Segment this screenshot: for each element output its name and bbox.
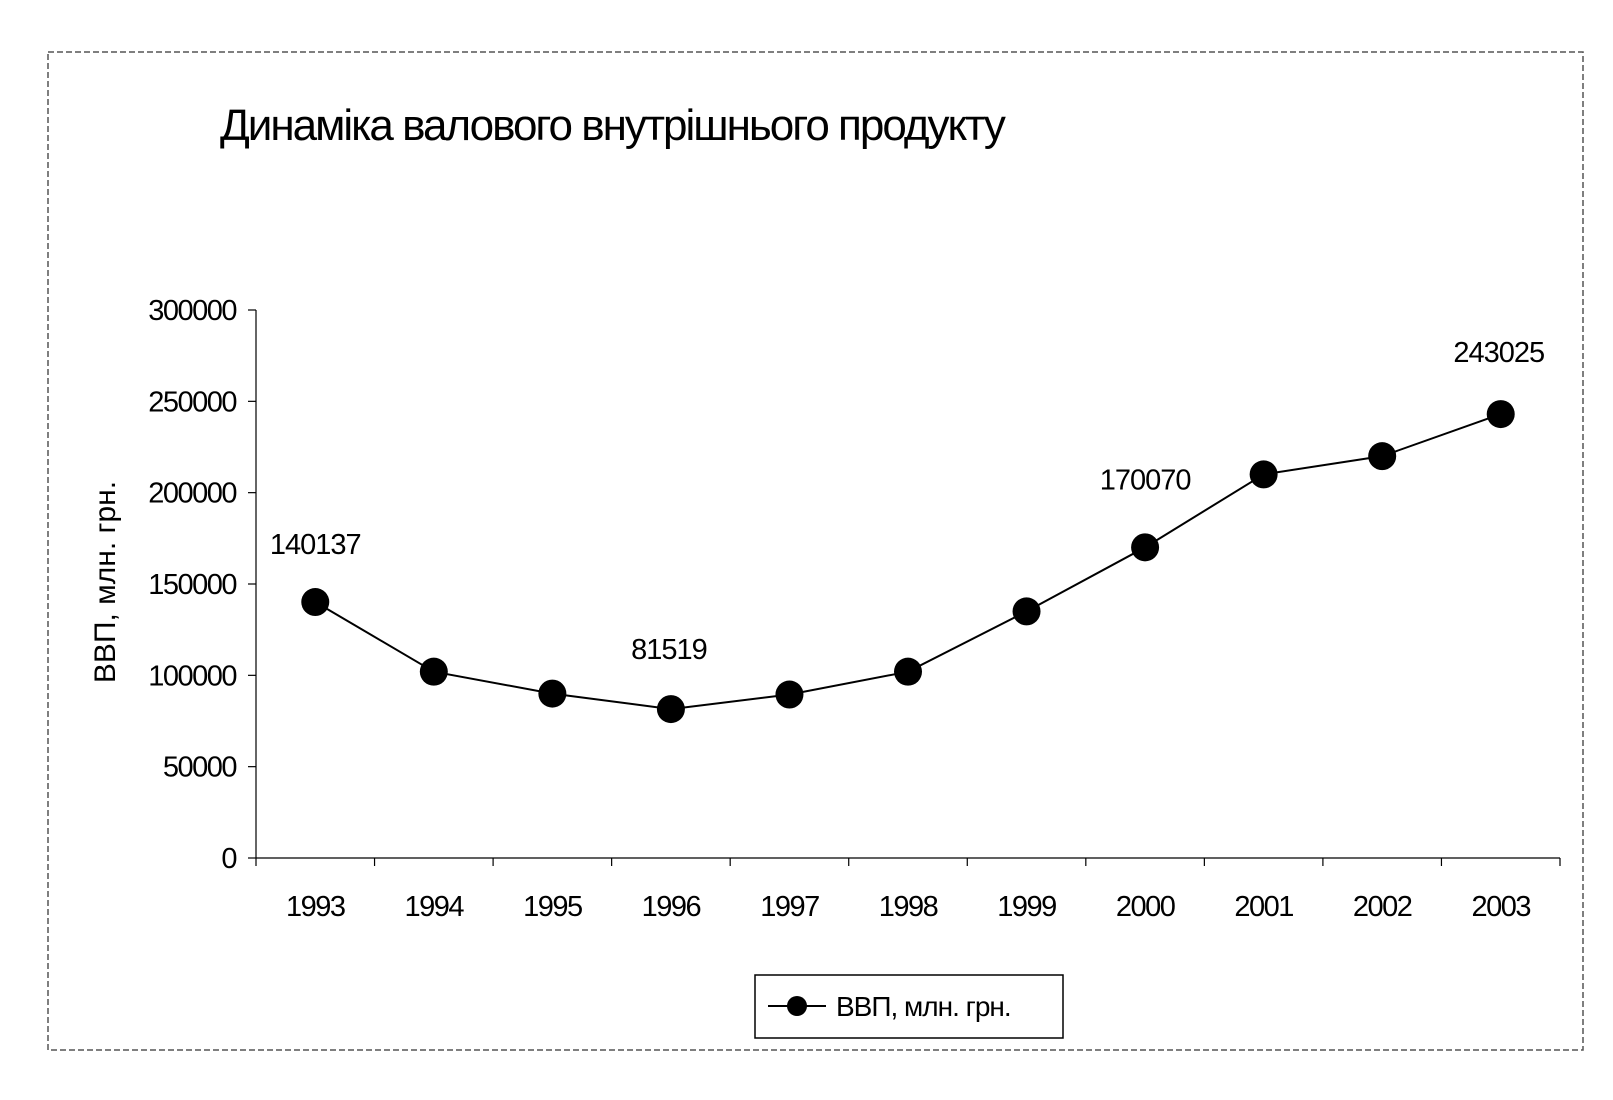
data-point-1995 xyxy=(538,679,567,708)
y-tick-label: 250000 xyxy=(148,386,236,418)
data-labels: 140137 81519 170070 243025 xyxy=(270,337,1545,666)
y-axis-title: ВВП, млн. грн. xyxy=(89,481,122,683)
data-label-2003: 243025 xyxy=(1453,337,1544,369)
data-point-1994 xyxy=(419,657,448,686)
data-point-2001 xyxy=(1249,460,1278,489)
x-tick-label: 2002 xyxy=(1353,891,1412,923)
x-tick-label: 2003 xyxy=(1471,891,1530,923)
y-tick-label: 50000 xyxy=(163,752,237,784)
data-label-1996: 81519 xyxy=(631,634,707,666)
legend: ВВП, млн. грн. xyxy=(754,974,1064,1039)
data-point-1996 xyxy=(656,695,685,724)
y-tick-label: 200000 xyxy=(148,478,236,510)
x-axis-ticks: 1993 1994 1995 1996 1997 1998 1999 2000 2001 2002… xyxy=(255,858,1561,923)
x-tick-label: 1997 xyxy=(760,891,819,923)
x-tick-label: 1994 xyxy=(405,891,465,923)
x-tick-label: 1999 xyxy=(997,891,1056,923)
y-tick-label: 100000 xyxy=(148,660,236,692)
data-point-1999 xyxy=(1012,597,1041,626)
x-tick-label: 1996 xyxy=(642,891,701,923)
data-point-1997 xyxy=(775,680,804,709)
data-point-2002 xyxy=(1368,442,1397,471)
chart-frame xyxy=(47,51,1584,1051)
legend-marker-swatch xyxy=(787,996,807,1016)
data-point-1993 xyxy=(301,588,330,617)
y-tick-label: 300000 xyxy=(148,295,236,327)
y-axis-ticks: 0 50000 100000 150000 200000 250000 300000 xyxy=(148,295,256,875)
data-point-2003 xyxy=(1486,400,1515,429)
y-tick-label: 0 xyxy=(221,843,236,875)
chart-title: Динаміка валового внутрішнього продукту xyxy=(220,101,1006,150)
x-tick-label: 1998 xyxy=(879,891,938,923)
y-tick-label: 150000 xyxy=(148,569,236,601)
x-tick-label: 1995 xyxy=(523,891,582,923)
x-tick-label: 1993 xyxy=(286,891,345,923)
data-label-2000: 170070 xyxy=(1100,464,1191,496)
data-point-1998 xyxy=(894,657,922,686)
legend-label: ВВП, млн. грн. xyxy=(836,991,1011,1022)
data-label-1993: 140137 xyxy=(270,529,361,561)
x-tick-label: 2001 xyxy=(1234,891,1293,923)
x-tick-label: 2000 xyxy=(1116,891,1175,923)
series-layer xyxy=(301,400,1515,724)
data-point-2000 xyxy=(1131,533,1160,562)
